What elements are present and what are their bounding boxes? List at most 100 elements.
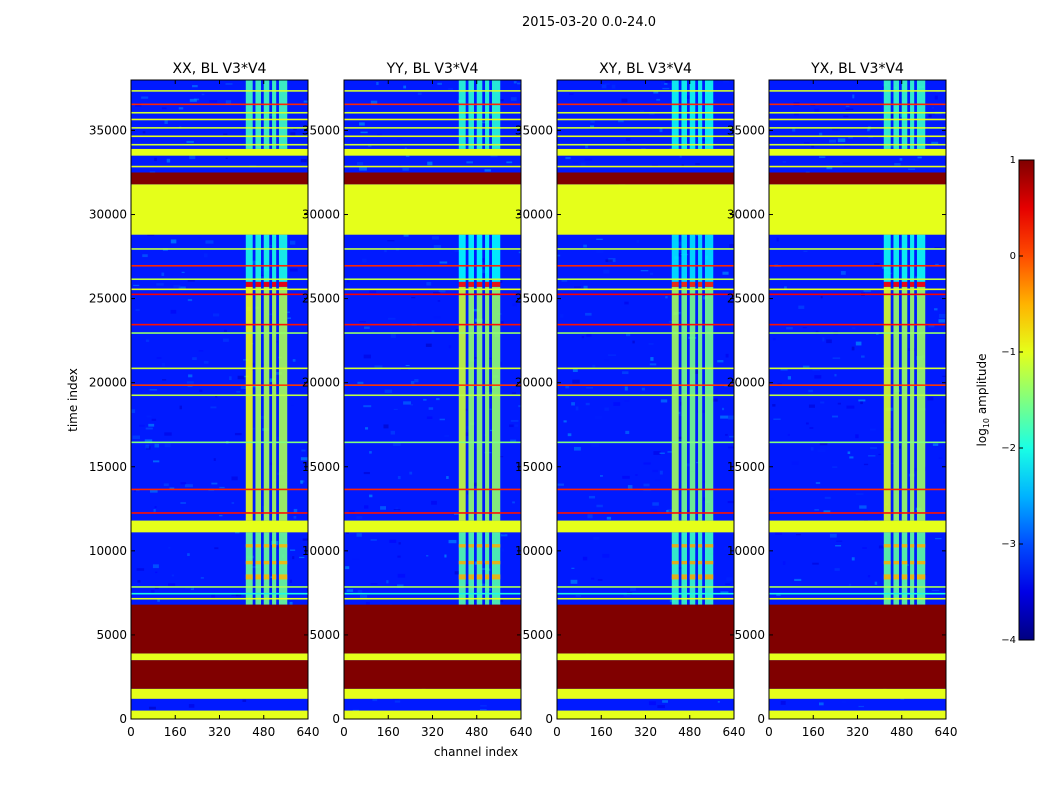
- hot-spot: [485, 560, 490, 565]
- noise-cell: [613, 402, 621, 406]
- noise-cell: [185, 587, 193, 589]
- noise-cell: [723, 546, 732, 551]
- noise-cell: [850, 367, 858, 371]
- hot-spot: [263, 544, 270, 548]
- noise-cell: [809, 106, 814, 110]
- noise-cell: [928, 114, 932, 118]
- x-tick-label: 640: [723, 725, 746, 739]
- flag-line: [557, 264, 734, 267]
- noise-cell: [561, 279, 568, 282]
- noise-cell: [489, 408, 492, 410]
- noise-cell: [153, 460, 160, 463]
- noise-cell: [181, 271, 185, 273]
- panel-xy: XY, BL V3*V4 0 160 320 480 640 0 5000 10000 15000…: [515, 61, 746, 739]
- channel-band-cell: [458, 286, 466, 521]
- noise-cell: [170, 309, 177, 314]
- flag-line: [557, 248, 734, 250]
- noise-cell: [397, 573, 406, 578]
- y-tick-label: 0: [332, 712, 340, 726]
- noise-cell: [575, 595, 581, 597]
- colorbar-tick-label: −1: [1001, 347, 1016, 358]
- hot-spot: [491, 544, 501, 548]
- flagged-range: [344, 604, 521, 654]
- noise-cell: [694, 370, 700, 374]
- noise-cell: [210, 406, 217, 409]
- noise-cell: [439, 261, 448, 264]
- flag-line: [344, 90, 521, 92]
- channel-band-cell: [916, 532, 926, 605]
- noise-cell: [777, 383, 782, 386]
- noise-cell: [285, 603, 290, 606]
- noise-cell: [608, 354, 617, 356]
- flagged-range: [769, 660, 946, 689]
- hot-spot: [272, 560, 277, 565]
- noise-cell: [454, 571, 460, 575]
- noise-cell: [426, 416, 433, 420]
- panel-title: YY, BL V3*V4: [386, 61, 479, 77]
- noise-cell: [668, 320, 674, 323]
- noise-cell: [511, 392, 516, 394]
- noise-cell: [146, 415, 152, 418]
- noise-cell: [717, 700, 720, 703]
- flagged-range: [344, 653, 521, 661]
- hot-spot: [485, 544, 490, 548]
- noise-cell: [787, 376, 792, 380]
- hot-spot: [245, 544, 253, 548]
- x-tick-label: 160: [802, 725, 825, 739]
- noise-cell: [137, 580, 141, 583]
- noise-cell: [186, 381, 194, 384]
- noise-cell: [357, 381, 364, 384]
- flagged-range: [131, 653, 308, 661]
- noise-cell: [815, 482, 821, 484]
- noise-cell: [858, 705, 864, 708]
- noise-cell: [832, 466, 838, 468]
- noise-cell: [132, 435, 140, 440]
- noise-cell: [560, 314, 564, 318]
- noise-cell: [819, 156, 826, 158]
- noise-cell: [384, 389, 393, 393]
- hot-spot: [689, 574, 696, 580]
- noise-cell: [649, 112, 655, 115]
- channel-band-cell: [681, 286, 687, 521]
- noise-cell: [570, 579, 578, 584]
- y-tick-label: 20000: [89, 376, 127, 390]
- noise-cell: [622, 475, 630, 479]
- noise-cell: [603, 269, 610, 274]
- colorbar-tick-label: −4: [1001, 635, 1016, 646]
- noise-cell: [574, 286, 581, 288]
- noise-cell: [695, 163, 700, 165]
- noise-cell: [133, 284, 140, 287]
- noise-cell: [259, 415, 266, 419]
- colorbar-tick-label: 0: [1010, 251, 1016, 262]
- channel-band-cell: [671, 80, 679, 149]
- noise-cell: [581, 335, 585, 339]
- channel-band-cell: [916, 286, 926, 521]
- flag-line: [557, 384, 734, 386]
- flag-line: [131, 441, 308, 444]
- channel-band-cell: [704, 532, 714, 605]
- noise-cell: [514, 424, 519, 427]
- noise-cell: [139, 424, 145, 427]
- x-tick-label: 0: [553, 725, 561, 739]
- noise-cell: [156, 357, 162, 359]
- noise-cell: [676, 269, 682, 272]
- noise-cell: [624, 301, 629, 305]
- noise-cell: [156, 283, 164, 286]
- x-axis-label: channel index: [434, 745, 518, 759]
- noise-cell: [388, 317, 396, 320]
- flag-line: [344, 441, 521, 444]
- flag-line: [344, 143, 521, 146]
- y-tick-label: 10000: [89, 544, 127, 558]
- hot-spot: [698, 560, 703, 565]
- channel-band-cell: [893, 532, 899, 605]
- noise-cell: [473, 308, 480, 312]
- noise-cell: [826, 165, 833, 170]
- noise-cell: [593, 537, 600, 540]
- noise-cell: [151, 418, 157, 421]
- channel-band-cell: [689, 80, 696, 149]
- channel-band-cell: [485, 286, 490, 521]
- channel-band-cell: [255, 286, 261, 521]
- channel-band-cell: [671, 532, 679, 605]
- flag-line: [769, 165, 946, 168]
- noise-cell: [386, 580, 389, 584]
